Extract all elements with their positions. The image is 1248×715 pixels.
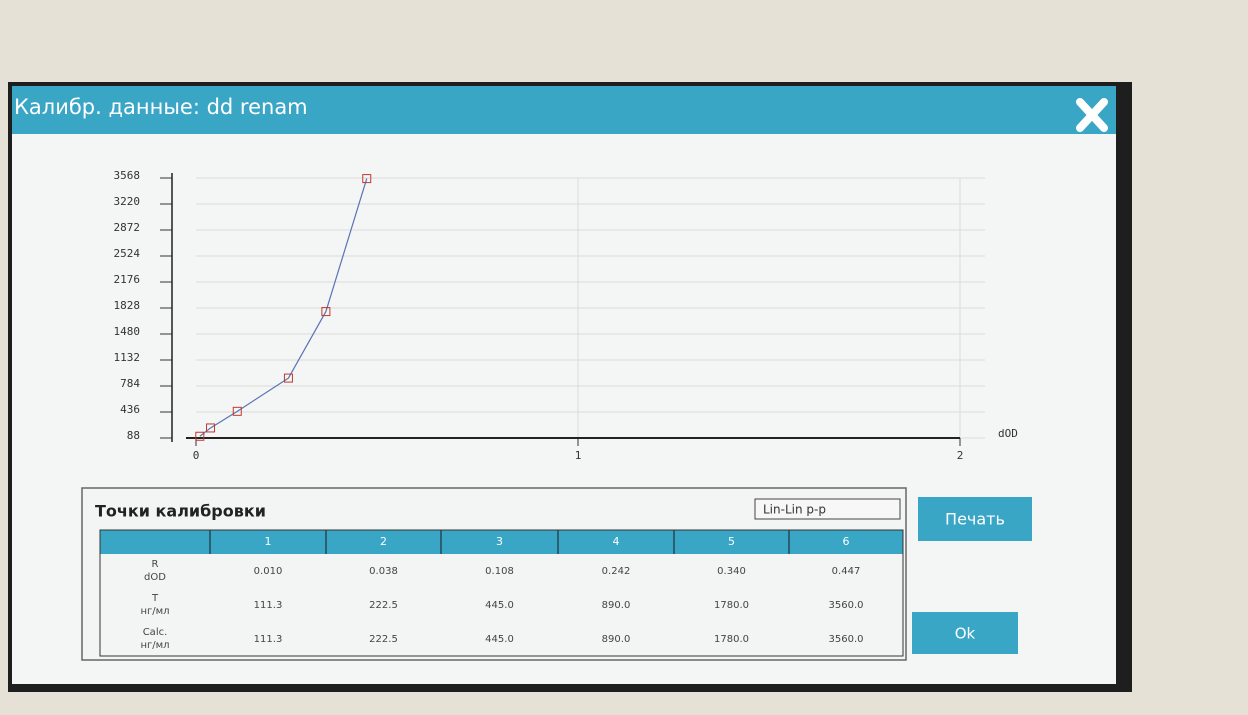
y-tick-label: 1480 — [114, 325, 141, 338]
table-cell: 445.0 — [485, 634, 514, 645]
table-cell: 111.3 — [254, 600, 283, 611]
row-label: Calc. — [143, 627, 168, 638]
column-header: 1 — [265, 535, 272, 548]
x-tick-label: 2 — [957, 449, 964, 462]
table-cell: 1780.0 — [714, 634, 749, 645]
panel-title: Точки калибровки — [95, 502, 266, 521]
table-cell: 890.0 — [602, 634, 631, 645]
table-cell: 0.038 — [369, 566, 398, 577]
ok-button-label: Ok — [955, 625, 976, 643]
y-tick-label: 436 — [120, 403, 140, 416]
column-header: 5 — [728, 535, 735, 548]
row-label: нг/мл — [140, 640, 169, 651]
column-header: 4 — [613, 535, 620, 548]
table-cell: 111.3 — [254, 634, 283, 645]
table-cell: 222.5 — [369, 600, 398, 611]
y-tick-label: 3220 — [114, 195, 141, 208]
y-tick-label: 784 — [120, 377, 140, 390]
page: Калибр. данные: dd renam Точки калибровк… — [0, 0, 1248, 715]
table-cell: 1780.0 — [714, 600, 749, 611]
table-cell: 890.0 — [602, 600, 631, 611]
table-cell: 0.010 — [254, 566, 283, 577]
column-header: 6 — [843, 535, 850, 548]
y-tick-label: 2176 — [114, 273, 141, 286]
table-cell: 0.340 — [717, 566, 746, 577]
column-header: 2 — [380, 535, 387, 548]
row-label: T — [151, 593, 159, 604]
y-tick-label: 2872 — [114, 221, 141, 234]
print-button-label: Печать — [945, 510, 1005, 529]
table-cell: 3560.0 — [829, 600, 864, 611]
table-cell: 445.0 — [485, 600, 514, 611]
table-cell: 3560.0 — [829, 634, 864, 645]
screen: Калибр. данные: dd renam Точки калибровк… — [0, 0, 1248, 715]
table-cell: 222.5 — [369, 634, 398, 645]
row-label: R — [152, 559, 159, 570]
row-label: нг/мл — [140, 606, 169, 617]
table-cell: 0.108 — [485, 566, 514, 577]
table-cell: 0.447 — [832, 566, 861, 577]
table-cell: 0.242 — [602, 566, 631, 577]
y-tick-label: 88 — [127, 429, 140, 442]
y-tick-label: 2524 — [114, 247, 141, 260]
column-header: 3 — [496, 535, 503, 548]
row-label: dOD — [144, 572, 166, 583]
y-tick-label: 3568 — [114, 169, 141, 182]
x-axis-label: dOD — [998, 427, 1018, 440]
mode-label: Lin-Lin p-p — [763, 503, 826, 517]
y-tick-label: 1132 — [114, 351, 141, 364]
x-tick-label: 0 — [193, 449, 200, 462]
x-tick-label: 1 — [575, 449, 582, 462]
window-title: Калибр. данные: dd renam — [14, 95, 308, 119]
y-tick-label: 1828 — [114, 299, 141, 312]
